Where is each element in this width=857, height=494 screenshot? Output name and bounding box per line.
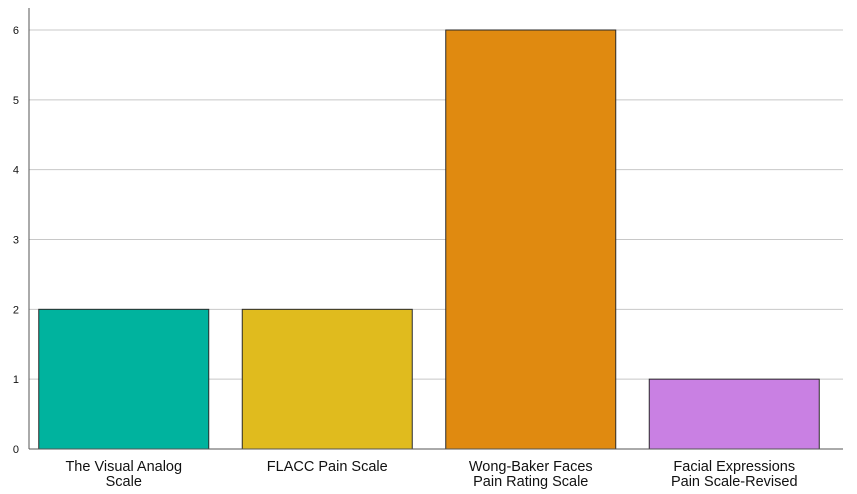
- x-tick-label: Facial Expressions: [673, 459, 795, 475]
- y-tick-label: 6: [13, 25, 19, 37]
- y-tick-label: 4: [13, 165, 19, 177]
- x-tick-label: Pain Rating Scale: [473, 474, 588, 490]
- x-tick-label: Scale: [106, 474, 142, 490]
- y-tick-label: 3: [13, 235, 19, 247]
- bar: [241, 308, 413, 450]
- y-tick-label: 5: [13, 95, 19, 107]
- x-tick-label: Wong-Baker Faces: [469, 459, 593, 475]
- y-tick-label: 0: [13, 444, 19, 456]
- x-tick-label: Pain Scale-Revised: [671, 474, 798, 490]
- y-tick-label: 1: [13, 374, 19, 386]
- y-tick-label: 2: [13, 304, 19, 316]
- x-tick-label: FLACC Pain Scale: [267, 459, 388, 475]
- axes: [28, 8, 843, 450]
- bar: [648, 378, 820, 450]
- bar: [38, 308, 210, 450]
- bars: [38, 29, 820, 450]
- bar: [445, 29, 617, 450]
- x-tick-label: The Visual Analog: [65, 459, 182, 475]
